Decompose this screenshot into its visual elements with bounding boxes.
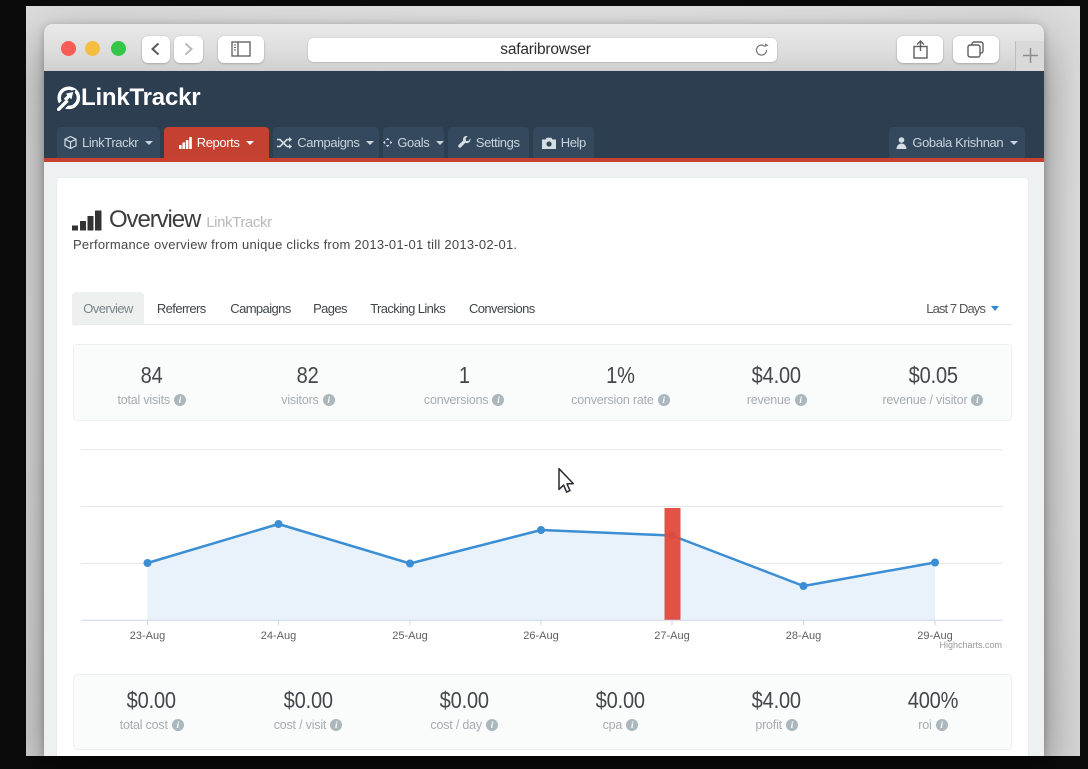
svg-text:23-Aug: 23-Aug	[130, 630, 165, 642]
svg-text:25-Aug: 25-Aug	[392, 630, 427, 642]
svg-text:29-Aug: 29-Aug	[917, 630, 952, 642]
svg-text:27-Aug: 27-Aug	[654, 630, 689, 642]
svg-text:Highcharts.com: Highcharts.com	[939, 640, 1002, 650]
svg-text:24-Aug: 24-Aug	[261, 630, 296, 642]
svg-text:26-Aug: 26-Aug	[523, 630, 558, 642]
svg-text:28-Aug: 28-Aug	[786, 630, 821, 642]
